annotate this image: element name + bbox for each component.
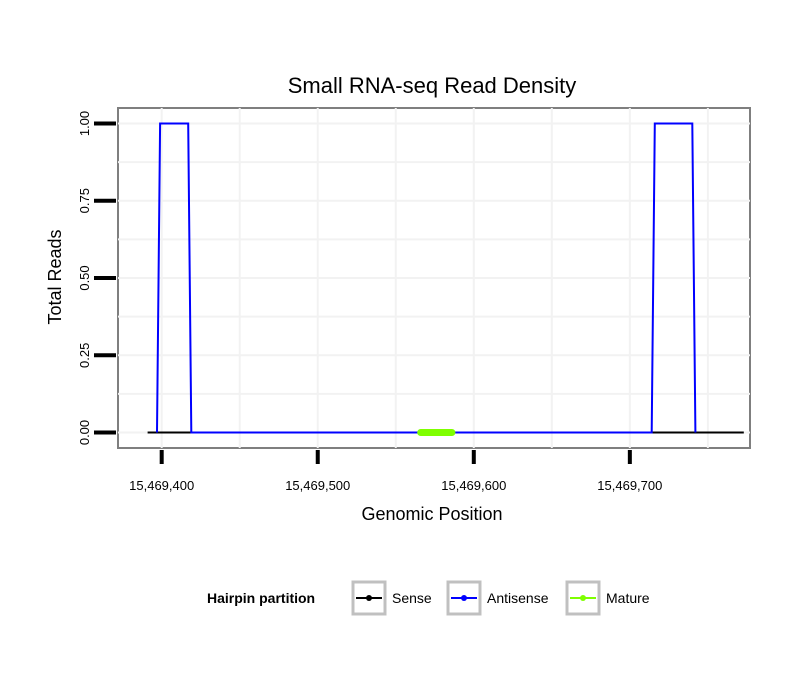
y-axis-title: Total Reads: [45, 229, 65, 324]
legend-label-antisense: Antisense: [487, 590, 549, 606]
legend-label-sense: Sense: [392, 590, 432, 606]
axes: 15,469,400 15,469,500 15,469,600 15,469,700…: [77, 111, 662, 493]
x-tick-label: 15,469,400: [129, 478, 194, 493]
legend-dot-mature: [580, 595, 586, 601]
legend-title: Hairpin partition: [207, 590, 315, 606]
legend-dot-sense: [366, 595, 372, 601]
y-tick-label: 0.50: [77, 265, 92, 290]
y-tick-label: 0.25: [77, 343, 92, 368]
legend: Hairpin partition Sense Antisense Mature: [207, 580, 650, 616]
x-tick-label: 15,469,700: [597, 478, 662, 493]
chart-title: Small RNA-seq Read Density: [288, 73, 577, 98]
series-lines: [147, 122, 744, 436]
y-tick-label: 1.00: [77, 111, 92, 136]
legend-item-antisense: Antisense: [446, 580, 549, 616]
y-tick-label: 0.00: [77, 420, 92, 445]
legend-dot-antisense: [461, 595, 467, 601]
x-tick-label: 15,469,500: [285, 478, 350, 493]
y-tick-label: 0.75: [77, 188, 92, 213]
x-axis-title: Genomic Position: [361, 504, 502, 524]
x-tick-label: 15,469,600: [441, 478, 506, 493]
legend-item-mature: Mature: [565, 580, 650, 616]
legend-item-sense: Sense: [351, 580, 432, 616]
legend-label-mature: Mature: [606, 590, 650, 606]
